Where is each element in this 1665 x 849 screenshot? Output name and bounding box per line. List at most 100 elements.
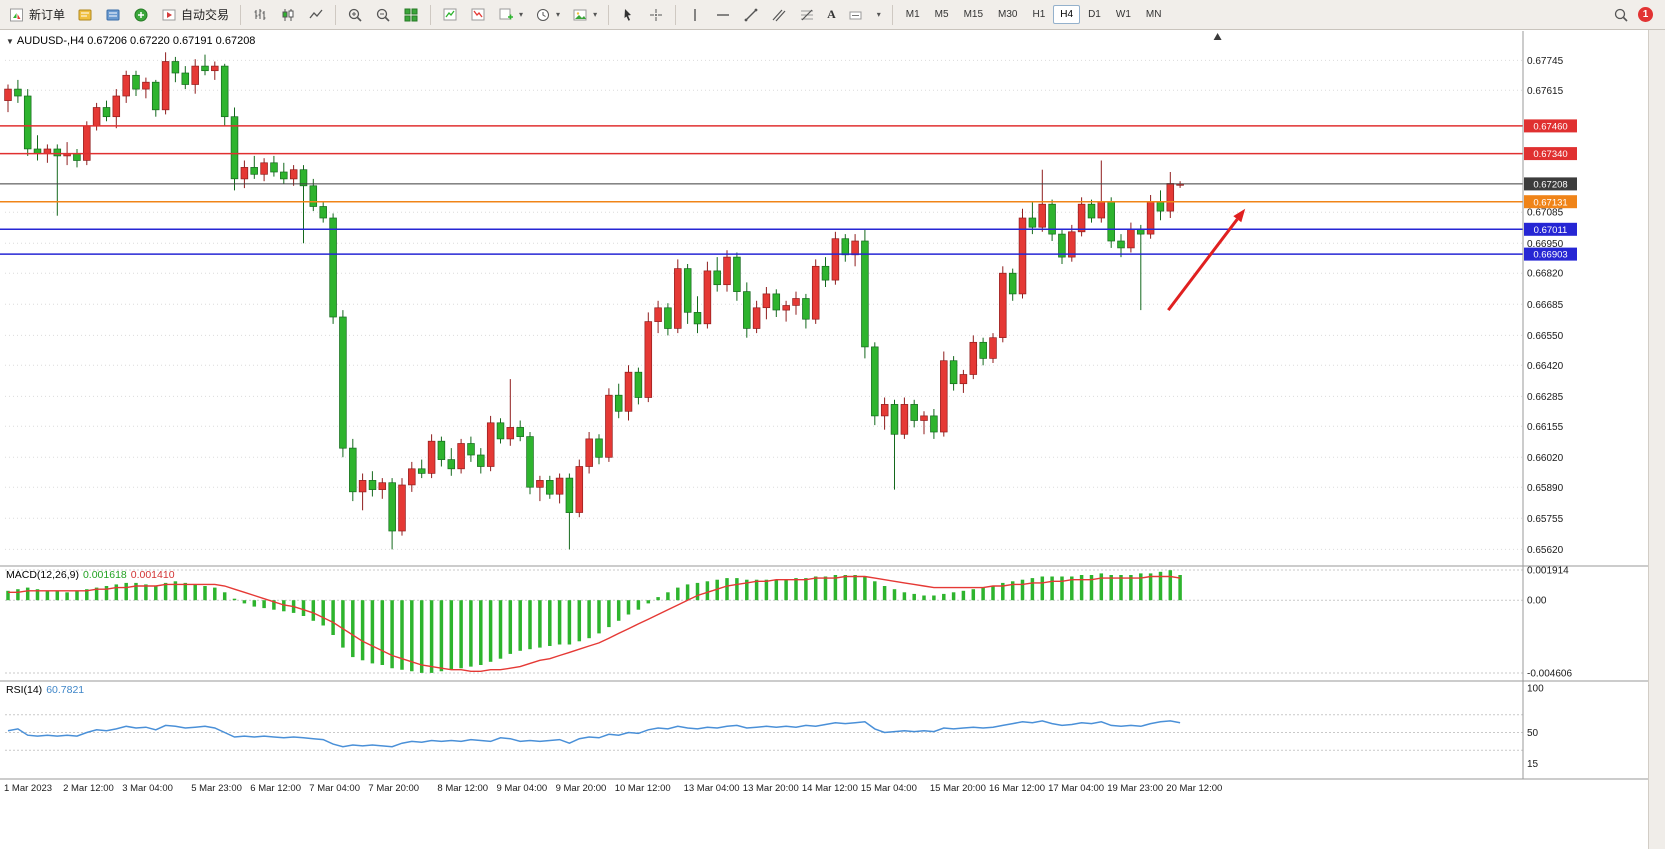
svg-text:20 Mar 12:00: 20 Mar 12:00 — [1166, 783, 1222, 794]
zoom-out-button[interactable] — [370, 2, 396, 28]
svg-text:13 Mar 20:00: 13 Mar 20:00 — [743, 783, 799, 794]
toolbar-separator — [891, 4, 893, 25]
timeframe-button-H1[interactable]: H1 — [1032, 9, 1046, 20]
picture-icon — [573, 9, 587, 20]
auto-trading-button[interactable]: 自动交易 — [156, 2, 234, 28]
crosshair-button[interactable] — [643, 2, 669, 28]
macd-name: MACD(12,26,9) — [6, 569, 79, 581]
rsi-value: 60.7821 — [46, 684, 85, 696]
add-indicator-icon — [499, 8, 514, 19]
svg-text:9 Mar 04:00: 9 Mar 04:00 — [497, 783, 548, 794]
fibonacci-tool-button[interactable] — [794, 2, 820, 28]
horizontal-line-tool-button[interactable] — [710, 2, 736, 28]
svg-text:15 Mar 20:00: 15 Mar 20:00 — [930, 783, 986, 794]
svg-text:7 Mar 20:00: 7 Mar 20:00 — [368, 783, 419, 794]
tile-windows-button[interactable] — [398, 2, 424, 28]
svg-text:0.66685: 0.66685 — [1527, 300, 1564, 311]
crosshair-icon — [650, 8, 663, 21]
price-badge-0.66903: 0.66903 — [1524, 247, 1577, 261]
label-tool-button[interactable] — [843, 2, 869, 28]
shift-marker-icon[interactable] — [1213, 33, 1222, 40]
period-dropdown-button[interactable]: ▾ — [530, 2, 565, 28]
timeframe-button-MN[interactable]: MN — [1145, 9, 1162, 20]
svg-text:2 Mar 12:00: 2 Mar 12:00 — [63, 783, 114, 794]
data-window-button[interactable] — [100, 2, 126, 28]
timeframe-button-M15[interactable]: M15 — [963, 9, 984, 20]
snapshot-button[interactable]: ▾ — [567, 2, 602, 28]
svg-text:16 Mar 12:00: 16 Mar 12:00 — [989, 783, 1045, 794]
rsi-gridlines — [5, 714, 1523, 751]
toolbar-right-group: 1 — [1613, 7, 1661, 23]
timeframe-button-M5[interactable]: M5 — [934, 9, 949, 20]
add-indicator-button[interactable]: ▾ — [493, 2, 528, 28]
svg-text:9 Mar 20:00: 9 Mar 20:00 — [556, 783, 607, 794]
toolbar-separator — [430, 4, 432, 25]
fibonacci-icon — [801, 9, 814, 20]
macd-main-value: 0.001618 — [82, 569, 127, 581]
chevron-down-icon: ▾ — [519, 10, 524, 19]
channel-tool-button[interactable] — [766, 2, 792, 28]
text-tool-button[interactable]: A — [822, 2, 841, 28]
zoom-in-button[interactable] — [342, 2, 368, 28]
trendline-tool-button[interactable] — [738, 2, 764, 28]
svg-text:0.67745: 0.67745 — [1527, 56, 1564, 67]
navigator-button[interactable] — [128, 2, 154, 28]
vertical-line-icon — [694, 8, 696, 21]
timeframe-button-M1[interactable]: M1 — [905, 9, 920, 20]
svg-text:0.001914: 0.001914 — [1527, 566, 1569, 577]
svg-text:5 Mar 23:00: 5 Mar 23:00 — [191, 783, 242, 794]
svg-text:13 Mar 04:00: 13 Mar 04:00 — [684, 783, 740, 794]
cursor-icon — [624, 8, 632, 21]
trend-arrow[interactable] — [1167, 208, 1246, 312]
svg-text:17 Mar 04:00: 17 Mar 04:00 — [1048, 783, 1104, 794]
bar-chart-button[interactable] — [247, 2, 273, 28]
timeframe-button-D1[interactable]: D1 — [1088, 9, 1101, 20]
macd-label: MACD(12,26,9) 0.001618 0.001410 — [6, 569, 175, 581]
zoom-out-icon — [376, 8, 390, 22]
macd-gridlines — [5, 569, 1523, 674]
svg-text:0.66550: 0.66550 — [1527, 331, 1564, 342]
price-badge-0.67460: 0.67460 — [1524, 119, 1577, 133]
price-badge-0.67340: 0.67340 — [1524, 147, 1577, 160]
svg-text:0.67085: 0.67085 — [1527, 208, 1564, 219]
timeframe-button-H4[interactable]: H4 — [1053, 5, 1081, 24]
time-axis-labels: 1 Mar 2023 2 Mar 12:00 3 Mar 04:00 5 Mar 23… — [4, 783, 1222, 794]
chart-title-text: AUDUSD-,H4 0.67206 0.67220 0.67191 0.672… — [16, 35, 256, 47]
market-watch-icon — [78, 9, 92, 20]
cursor-button[interactable] — [615, 2, 641, 28]
main-toolbar: 新订单 自动交易 — [0, 0, 1665, 30]
new-order-button[interactable]: 新订单 — [4, 2, 70, 28]
market-watch-button[interactable] — [72, 2, 98, 28]
svg-text:0.67011: 0.67011 — [1534, 225, 1568, 236]
right-scrollbar[interactable] — [1648, 30, 1665, 849]
svg-text:14 Mar 12:00: 14 Mar 12:00 — [802, 783, 858, 794]
price-badge-0.67011: 0.67011 — [1524, 222, 1577, 236]
vertical-line-tool-button[interactable] — [682, 2, 708, 28]
data-window-icon — [106, 9, 120, 20]
search-icon[interactable] — [1613, 7, 1629, 23]
svg-text:0.66820: 0.66820 — [1527, 269, 1564, 280]
indicators-down-button[interactable] — [465, 2, 491, 28]
svg-text:0.00: 0.00 — [1527, 596, 1547, 607]
bar-chart-icon — [254, 8, 266, 20]
svg-text:0.65890: 0.65890 — [1527, 483, 1564, 494]
svg-text:10 Mar 12:00: 10 Mar 12:00 — [615, 783, 671, 794]
candlestick-chart-icon — [282, 8, 294, 21]
notification-badge[interactable]: 1 — [1638, 7, 1653, 22]
svg-text:0.66903: 0.66903 — [1533, 250, 1567, 261]
price-badge-0.67208: 0.67208 — [1524, 177, 1577, 191]
svg-text:0.67208: 0.67208 — [1533, 180, 1567, 191]
line-chart-button[interactable] — [303, 2, 329, 28]
svg-text:3 Mar 04:00: 3 Mar 04:00 — [122, 783, 173, 794]
collapse-chart-icon[interactable]: ▼ — [6, 37, 14, 46]
shapes-dropdown-button[interactable]: ▾ — [871, 2, 886, 28]
rsi-name: RSI(14) — [6, 684, 43, 696]
timeframe-button-M30[interactable]: M30 — [998, 9, 1018, 20]
new-order-icon — [10, 8, 23, 21]
indicators-up-button[interactable] — [437, 2, 463, 28]
indicator-falling-icon — [471, 8, 485, 20]
timeframe-button-W1[interactable]: W1 — [1115, 9, 1131, 20]
auto-trading-icon — [162, 9, 176, 20]
candlestick-chart-button[interactable] — [275, 2, 301, 28]
